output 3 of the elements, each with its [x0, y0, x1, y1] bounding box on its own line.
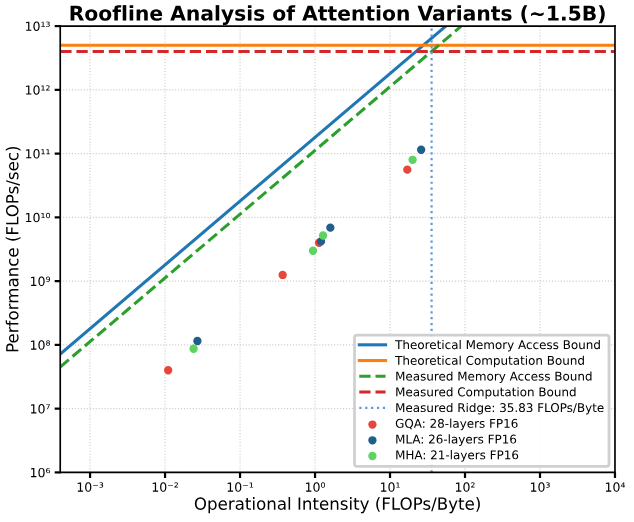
y-axis-title: Performance (FLOPs/sec) [5, 146, 21, 352]
x-axis-title: Operational Intensity (FLOPs/Byte) [194, 497, 480, 514]
chart-title: Roofline Analysis of Attention Variants (~1.5B) [70, 5, 605, 25]
